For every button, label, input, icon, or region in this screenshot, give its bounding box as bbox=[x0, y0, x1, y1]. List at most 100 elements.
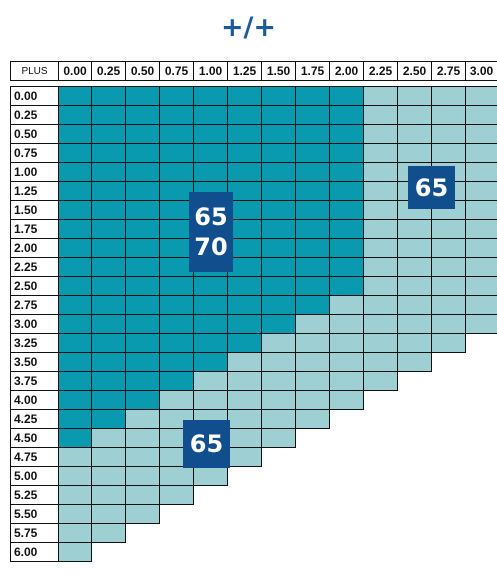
teal-cell bbox=[125, 333, 160, 353]
teal-cell bbox=[159, 162, 194, 182]
light-cell bbox=[363, 181, 398, 201]
teal-cell bbox=[91, 200, 126, 220]
teal-cell bbox=[295, 295, 330, 315]
column-header: 0.75 bbox=[159, 61, 194, 81]
teal-cell bbox=[261, 257, 296, 277]
teal-cell bbox=[91, 333, 126, 353]
light-cell bbox=[465, 238, 497, 258]
light-cell bbox=[261, 409, 296, 429]
light-cell bbox=[465, 314, 497, 334]
column-header: 2.50 bbox=[397, 61, 432, 81]
teal-cell bbox=[193, 352, 228, 372]
teal-cell bbox=[91, 181, 126, 201]
teal-cell bbox=[91, 162, 126, 182]
teal-cell bbox=[125, 314, 160, 334]
teal-cell bbox=[58, 333, 92, 353]
light-cell bbox=[431, 86, 466, 106]
teal-cell bbox=[125, 86, 160, 106]
teal-cell bbox=[58, 352, 92, 372]
light-cell bbox=[261, 371, 296, 391]
teal-cell bbox=[159, 352, 194, 372]
row-header: 2.00 bbox=[10, 238, 59, 258]
light-cell bbox=[329, 333, 364, 353]
light-cell bbox=[58, 466, 92, 486]
light-cell bbox=[363, 143, 398, 163]
teal-cell bbox=[58, 276, 92, 296]
badge-value: 70 bbox=[194, 233, 228, 261]
teal-cell bbox=[227, 124, 262, 144]
light-cell bbox=[58, 447, 92, 467]
light-cell bbox=[431, 295, 466, 315]
light-cell bbox=[465, 200, 497, 220]
teal-cell bbox=[261, 276, 296, 296]
light-cell bbox=[295, 390, 330, 410]
badge-right: 65 bbox=[408, 166, 455, 209]
teal-cell bbox=[58, 371, 92, 391]
teal-cell bbox=[329, 124, 364, 144]
light-cell bbox=[397, 86, 432, 106]
column-header: 1.00 bbox=[193, 61, 228, 81]
row-header: 0.75 bbox=[10, 143, 59, 163]
corner-label: PLUS bbox=[10, 61, 59, 81]
light-cell bbox=[465, 162, 497, 182]
light-cell bbox=[91, 523, 126, 543]
light-cell bbox=[397, 238, 432, 258]
teal-cell bbox=[58, 314, 92, 334]
light-cell bbox=[431, 257, 466, 277]
badge-lower: 65 bbox=[183, 420, 230, 468]
teal-cell bbox=[193, 105, 228, 125]
teal-cell bbox=[91, 371, 126, 391]
row-header: 2.25 bbox=[10, 257, 59, 277]
light-cell bbox=[363, 219, 398, 239]
teal-cell bbox=[193, 295, 228, 315]
teal-cell bbox=[261, 124, 296, 144]
column-header: 0.00 bbox=[58, 61, 92, 81]
light-cell bbox=[431, 105, 466, 125]
light-cell bbox=[397, 257, 432, 277]
light-cell bbox=[91, 428, 126, 448]
teal-cell bbox=[125, 371, 160, 391]
column-header: 2.25 bbox=[363, 61, 398, 81]
teal-cell bbox=[58, 124, 92, 144]
teal-cell bbox=[261, 86, 296, 106]
teal-cell bbox=[227, 333, 262, 353]
light-cell bbox=[159, 390, 194, 410]
light-cell bbox=[227, 371, 262, 391]
teal-cell bbox=[193, 124, 228, 144]
light-cell bbox=[58, 485, 92, 505]
teal-cell bbox=[125, 257, 160, 277]
teal-cell bbox=[58, 295, 92, 315]
teal-cell bbox=[159, 86, 194, 106]
teal-cell bbox=[295, 86, 330, 106]
teal-cell bbox=[125, 200, 160, 220]
light-cell bbox=[397, 295, 432, 315]
teal-cell bbox=[193, 276, 228, 296]
row-header: 1.00 bbox=[10, 162, 59, 182]
row-header: 6.00 bbox=[10, 542, 59, 562]
teal-cell bbox=[261, 295, 296, 315]
light-cell bbox=[431, 314, 466, 334]
light-cell bbox=[465, 105, 497, 125]
light-cell bbox=[227, 428, 262, 448]
light-cell bbox=[91, 504, 126, 524]
teal-cell bbox=[91, 238, 126, 258]
column-header: 0.50 bbox=[125, 61, 160, 81]
light-cell bbox=[363, 276, 398, 296]
column-header: 0.25 bbox=[91, 61, 126, 81]
teal-cell bbox=[58, 257, 92, 277]
light-cell bbox=[397, 276, 432, 296]
teal-cell bbox=[125, 295, 160, 315]
light-cell bbox=[193, 371, 228, 391]
teal-cell bbox=[58, 143, 92, 163]
teal-cell bbox=[193, 143, 228, 163]
teal-cell bbox=[227, 314, 262, 334]
teal-cell bbox=[227, 86, 262, 106]
light-cell bbox=[363, 257, 398, 277]
light-cell bbox=[159, 485, 194, 505]
teal-cell bbox=[91, 352, 126, 372]
teal-cell bbox=[125, 162, 160, 182]
light-cell bbox=[329, 352, 364, 372]
light-cell bbox=[363, 371, 398, 391]
teal-cell bbox=[91, 219, 126, 239]
